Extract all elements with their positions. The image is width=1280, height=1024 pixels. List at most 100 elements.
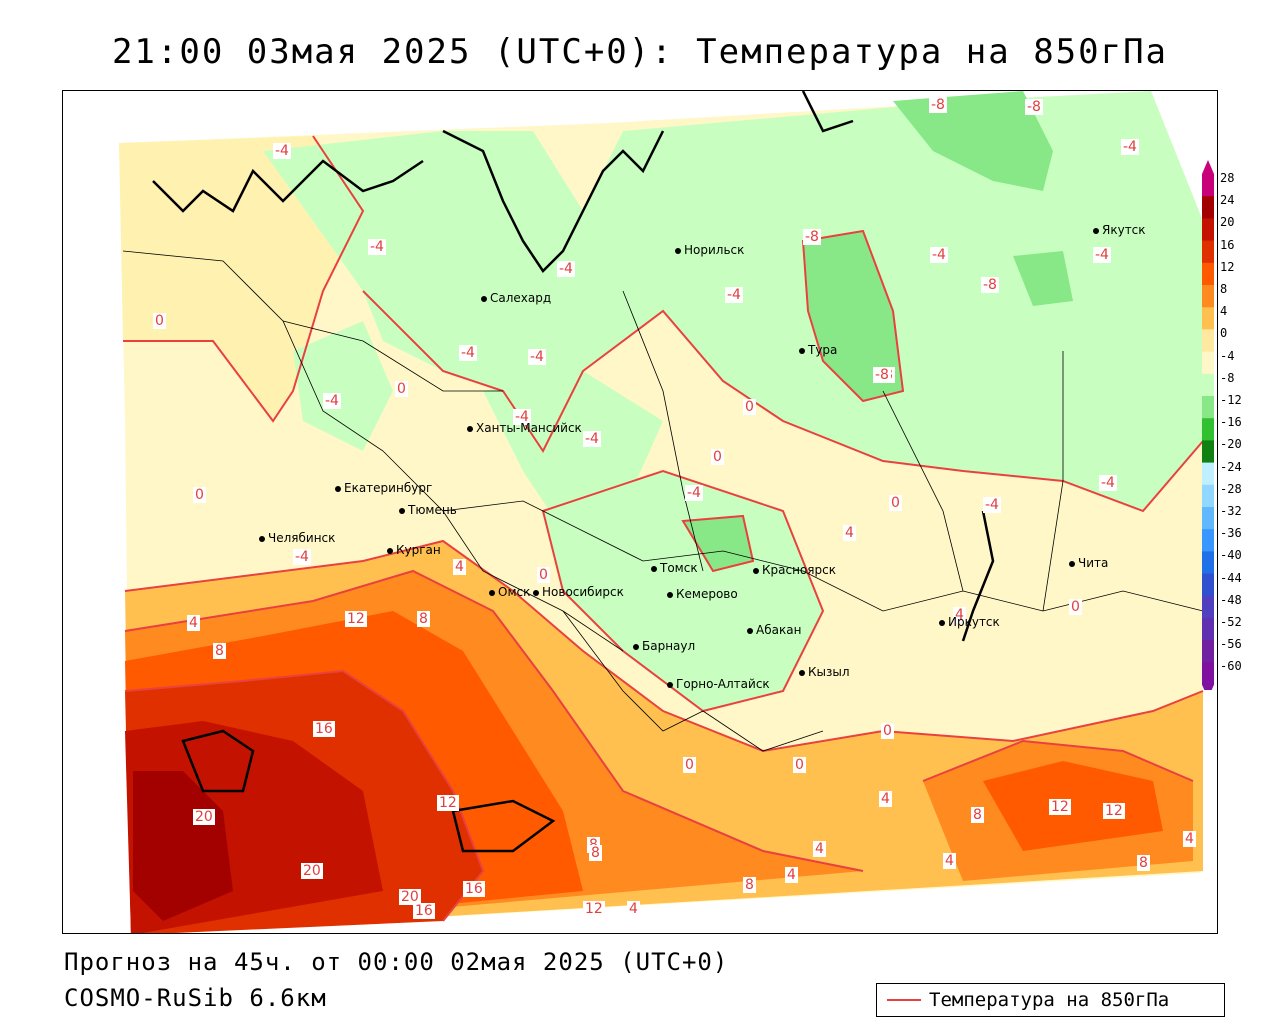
contour-label: -8 xyxy=(1025,99,1043,115)
colorbar-swatch xyxy=(1202,307,1214,330)
contour-label: -4 xyxy=(528,349,546,365)
contour-label: -8 xyxy=(929,97,947,113)
city-marker: Красноярск xyxy=(753,563,836,577)
contour-label: 0 xyxy=(683,757,696,773)
contour-label: 20 xyxy=(399,889,421,905)
contour-label: -4 xyxy=(930,247,948,263)
contour-label: -4 xyxy=(368,239,386,255)
city-dot xyxy=(675,247,681,254)
contour-label: -4 xyxy=(685,485,703,501)
contour-label: 8 xyxy=(743,877,756,893)
city-marker: Ханты-Мансийск xyxy=(467,421,582,435)
contour-label: 0 xyxy=(537,567,550,583)
colorbar-top-arrow xyxy=(1202,160,1214,174)
contour-label: 8 xyxy=(971,807,984,823)
contour-label: 0 xyxy=(711,449,724,465)
map-title: 21:00 03мая 2025 (UTC+0): Температура на… xyxy=(111,32,1169,72)
colorbar-swatch xyxy=(1202,595,1214,619)
contour-label: 8 xyxy=(1137,855,1150,871)
contour-label: -8 xyxy=(803,229,821,245)
colorbar-tick-label: -4 xyxy=(1220,348,1235,363)
contour-label: 0 xyxy=(881,723,894,739)
city-marker: Томск xyxy=(651,561,698,575)
city-name: Барнаул xyxy=(642,639,696,653)
contour-label: 0 xyxy=(889,495,902,511)
colorbar-swatch xyxy=(1202,351,1214,375)
colorbar-swatch xyxy=(1202,440,1214,464)
city-marker: Тура xyxy=(799,343,837,357)
colorbar-swatch xyxy=(1202,285,1214,308)
city-marker: Абакан xyxy=(747,623,801,637)
legend-label: Температура на 850гПа xyxy=(929,989,1170,1011)
colorbar-tick-label: -36 xyxy=(1220,526,1242,541)
colorbar-tick-label: 12 xyxy=(1220,259,1235,274)
city-marker: Тюмень xyxy=(399,503,457,517)
contour-label: 12 xyxy=(437,795,459,811)
city-dot xyxy=(667,681,673,688)
colorbar-swatch xyxy=(1202,174,1214,197)
city-dot xyxy=(651,565,657,572)
city-dot xyxy=(259,535,265,542)
city-marker: Екатеринбург xyxy=(335,481,432,495)
contour-label: 0 xyxy=(193,487,206,503)
map-canvas xyxy=(119,91,1204,933)
colorbar-tick-label: -52 xyxy=(1220,615,1242,629)
city-marker: Иркутск xyxy=(939,615,1000,629)
model-name: COSMO-RuSib 6.6км xyxy=(64,984,327,1012)
colorbar-swatch xyxy=(1202,618,1214,641)
contour-label: -4 xyxy=(1093,247,1111,263)
colorbar: 28 24 20 16 12 8 4 0 -4 -8 -12 -16 -20 -24 -28 -32 -36 -4… xyxy=(1200,160,1280,690)
city-marker: Салехард xyxy=(481,291,551,305)
contour-label: 0 xyxy=(153,313,166,329)
colorbar-tick-label: -48 xyxy=(1220,592,1242,607)
colorbar-swatch xyxy=(1202,373,1214,397)
colorbar-swatch xyxy=(1202,551,1214,575)
contour-label: -4 xyxy=(583,431,601,447)
contour-label: -4 xyxy=(1099,475,1117,491)
temperature-map[interactable]: -4-8-8-4-4-8-4-4-8-4-80-4-4-4-4-40-40-80… xyxy=(62,90,1218,934)
colorbar-scale xyxy=(1202,160,1214,690)
city-name: Челябинск xyxy=(268,531,336,545)
colorbar-tick-label: -20 xyxy=(1220,437,1242,452)
city-name: Абакан xyxy=(756,623,802,637)
city-marker: Омск xyxy=(489,585,530,599)
city-marker: Курган xyxy=(387,543,441,557)
colorbar-tick-label: -28 xyxy=(1220,481,1242,496)
city-name: Якутск xyxy=(1102,223,1146,237)
contour-label: 0 xyxy=(743,399,756,415)
contour-label: 12 xyxy=(583,901,605,917)
contour-label: 20 xyxy=(301,863,323,879)
colorbar-tick-label: 8 xyxy=(1220,282,1228,296)
city-dot xyxy=(1069,560,1075,567)
contour-label: 4 xyxy=(943,853,956,869)
colorbar-tick-label: -44 xyxy=(1220,570,1242,585)
city-marker: Челябинск xyxy=(259,531,335,545)
colorbar-swatch xyxy=(1202,418,1214,441)
city-dot xyxy=(747,627,753,634)
contour-label: 16 xyxy=(463,881,485,897)
city-dot xyxy=(799,347,805,354)
legend-box: Температура на 850гПа xyxy=(876,983,1225,1017)
city-dot xyxy=(533,589,539,596)
city-name: Новосибирск xyxy=(542,585,624,599)
city-marker: Новосибирск xyxy=(533,585,624,599)
contour-label: -4 xyxy=(557,261,575,277)
colorbar-swatch xyxy=(1202,573,1214,597)
colorbar-tick-label: -8 xyxy=(1220,370,1235,385)
city-name: Томск xyxy=(660,561,698,575)
city-name: Горно-Алтайск xyxy=(676,677,770,691)
city-dot xyxy=(799,669,805,676)
contour-label: 12 xyxy=(345,611,367,627)
contour-label: 0 xyxy=(1069,599,1082,615)
contour-label: 4 xyxy=(453,559,466,575)
colorbar-tick-label: -60 xyxy=(1220,659,1242,674)
colorbar-tick-label: -56 xyxy=(1220,637,1242,652)
city-name: Иркутск xyxy=(948,615,1000,629)
city-marker: Кемерово xyxy=(667,587,738,601)
contour-label: -4 xyxy=(323,393,341,409)
city-name: Ханты-Мансийск xyxy=(476,421,582,435)
city-dot xyxy=(939,619,945,626)
contour-label: 4 xyxy=(843,525,856,541)
contour-label: -4 xyxy=(1121,139,1139,155)
contour-label: 12 xyxy=(1103,803,1125,819)
